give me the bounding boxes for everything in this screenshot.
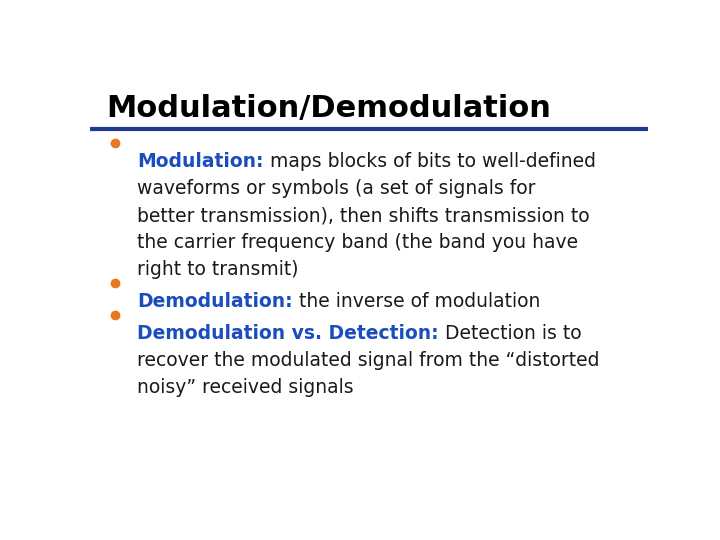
Text: waveforms or symbols (a set of signals for: waveforms or symbols (a set of signals f… [138,179,536,198]
Text: Demodulation vs. Detection:: Demodulation vs. Detection: [138,324,439,343]
Text: noisy” received signals: noisy” received signals [138,379,354,397]
Text: Modulation/Demodulation: Modulation/Demodulation [107,94,552,123]
Text: the carrier frequency band (the band you have: the carrier frequency band (the band you… [138,233,579,252]
Text: better transmission), then shifts transmission to: better transmission), then shifts transm… [138,206,590,225]
Text: Modulation:: Modulation: [138,152,264,171]
Text: Detection is to: Detection is to [439,324,582,343]
Text: maps blocks of bits to well-defined: maps blocks of bits to well-defined [264,152,596,171]
Text: recover the modulated signal from the “distorted: recover the modulated signal from the “d… [138,352,600,370]
Text: Demodulation:: Demodulation: [138,292,293,311]
Text: right to transmit): right to transmit) [138,260,299,279]
Text: the inverse of modulation: the inverse of modulation [293,292,541,311]
